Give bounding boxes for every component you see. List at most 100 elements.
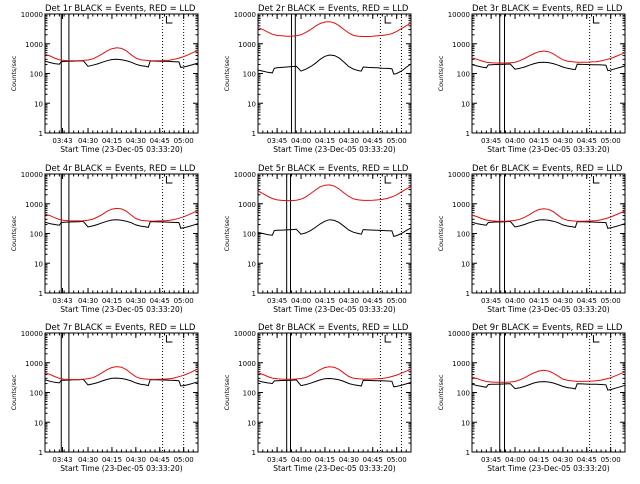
series-events-line <box>471 381 626 391</box>
y-tick-label: 1000 <box>25 360 43 368</box>
y-tick-label: 1 <box>39 449 43 457</box>
x-axis-label: Start Time (23-Dec-05 03:33:20) <box>273 464 395 473</box>
y-tick-label: 100 <box>243 390 256 398</box>
y-tick-label: 10000 <box>448 171 470 179</box>
x-tick-label: 03:45 <box>481 297 501 305</box>
y-tick-label: 1 <box>252 290 256 298</box>
x-axis-label: Start Time (23-Dec-05 03:33:20) <box>60 145 182 154</box>
x-tick-label: 04:00 <box>291 297 311 305</box>
x-axis-label: Start Time (23-Dec-05 03:33:20) <box>273 305 395 314</box>
y-tick-label: 10 <box>461 260 470 268</box>
plot-frame <box>471 332 626 453</box>
plot-frame <box>257 13 412 134</box>
x-tick-label: 03:43 <box>52 456 72 464</box>
y-tick-label: 10 <box>34 419 43 427</box>
x-tick-label: 04:15 <box>315 456 335 464</box>
x-tick-label: 04:30 <box>339 297 359 305</box>
plot-frame <box>257 173 412 294</box>
x-tick-label: 04:30 <box>78 456 98 464</box>
y-axis-label: Counts/sec <box>437 374 445 410</box>
series-events-line <box>44 58 199 68</box>
x-tick-label: 04:45 <box>363 456 383 464</box>
x-tick-label: 03:43 <box>52 297 72 305</box>
y-tick-label: 1000 <box>238 201 256 209</box>
x-axis-label: Start Time (23-Dec-05 03:33:20) <box>273 145 395 154</box>
y-tick-label: 1000 <box>452 41 470 49</box>
x-tick-label: 04:30 <box>126 297 146 305</box>
y-tick-label: 1000 <box>452 360 470 368</box>
series-events-line <box>471 61 626 72</box>
y-axis-label: Counts/sec <box>223 215 231 251</box>
chart-title: Det 5r BLACK = Events, RED = LLD <box>258 164 409 174</box>
x-tick-label: 05:00 <box>387 297 407 305</box>
series-events-line <box>44 377 199 387</box>
y-tick-label: 10 <box>247 100 256 108</box>
chart-title: Det 7r BLACK = Events, RED = LLD <box>45 323 196 333</box>
x-tick-label: 04:00 <box>505 137 525 145</box>
x-tick-label: 04:00 <box>505 297 525 305</box>
interval-marker-L <box>592 176 600 184</box>
y-tick-label: 10 <box>461 100 470 108</box>
y-tick-label: 10000 <box>21 171 43 179</box>
x-tick-label: 04:15 <box>529 297 549 305</box>
x-tick-label: 04:45 <box>150 456 170 464</box>
x-tick-label: 04:45 <box>577 297 597 305</box>
series-lld-line <box>44 207 199 222</box>
y-tick-label: 10000 <box>234 171 256 179</box>
x-tick-label: 05:00 <box>174 456 194 464</box>
series-events-line <box>471 219 626 229</box>
plot-frame <box>471 173 626 294</box>
chart-panel: Det 1r BLACK = Events, RED = LLD 1 10 100 10… <box>10 4 199 154</box>
y-tick-label: 100 <box>243 231 256 239</box>
y-tick-label: 10000 <box>448 11 470 19</box>
interval-marker-L <box>384 16 392 24</box>
series-events-line <box>257 54 412 75</box>
x-tick-label: 04:30 <box>126 137 146 145</box>
chart-panel: Det 7r BLACK = Events, RED = LLD 1 10 100 10… <box>10 323 199 473</box>
series-lld-line <box>257 184 412 202</box>
y-tick-label: 10 <box>247 260 256 268</box>
y-tick-label: 10 <box>461 419 470 427</box>
y-axis-label: Counts/sec <box>223 374 231 410</box>
chart-panel: Det 9r BLACK = Events, RED = LLD 1 10 100 10… <box>437 323 626 473</box>
x-tick-label: 04:30 <box>126 456 146 464</box>
y-axis-label: Counts/sec <box>223 55 231 91</box>
x-tick-label: 04:00 <box>291 137 311 145</box>
series-events-line <box>257 219 412 238</box>
x-axis-label: Start Time (23-Dec-05 03:33:20) <box>60 305 182 314</box>
x-tick-label: 04:45 <box>577 456 597 464</box>
interval-marker-L <box>384 335 392 343</box>
y-axis-label: Counts/sec <box>437 215 445 251</box>
x-axis-label: Start Time (23-Dec-05 03:33:20) <box>487 464 609 473</box>
plot-frame <box>44 332 199 453</box>
x-tick-label: 04:00 <box>505 456 525 464</box>
x-tick-label: 04:45 <box>363 137 383 145</box>
interval-marker-L <box>165 16 173 24</box>
y-tick-label: 10000 <box>21 330 43 338</box>
x-tick-label: 03:45 <box>481 137 501 145</box>
chart-title: Det 1r BLACK = Events, RED = LLD <box>45 4 196 14</box>
x-axis-label: Start Time (23-Dec-05 03:33:20) <box>487 145 609 154</box>
chart-title: Det 3r BLACK = Events, RED = LLD <box>472 4 623 14</box>
y-tick-label: 100 <box>30 71 43 79</box>
y-tick-label: 1000 <box>452 201 470 209</box>
series-lld-line <box>257 21 412 37</box>
y-tick-label: 10000 <box>234 330 256 338</box>
interval-marker-L <box>592 16 600 24</box>
y-axis-label: Counts/sec <box>10 215 18 251</box>
y-axis-label: Counts/sec <box>10 374 18 410</box>
y-axis-label: Counts/sec <box>437 55 445 91</box>
series-lld-line <box>44 47 199 62</box>
x-tick-label: 04:30 <box>78 297 98 305</box>
y-tick-label: 10 <box>247 419 256 427</box>
x-tick-label: 05:00 <box>387 137 407 145</box>
x-tick-label: 03:45 <box>267 137 287 145</box>
plot-frame <box>257 332 412 453</box>
chart-title: Det 9r BLACK = Events, RED = LLD <box>472 323 623 333</box>
series-lld-line <box>471 50 626 64</box>
x-tick-label: 04:30 <box>339 456 359 464</box>
plot-frame <box>471 13 626 134</box>
y-tick-label: 1000 <box>238 360 256 368</box>
